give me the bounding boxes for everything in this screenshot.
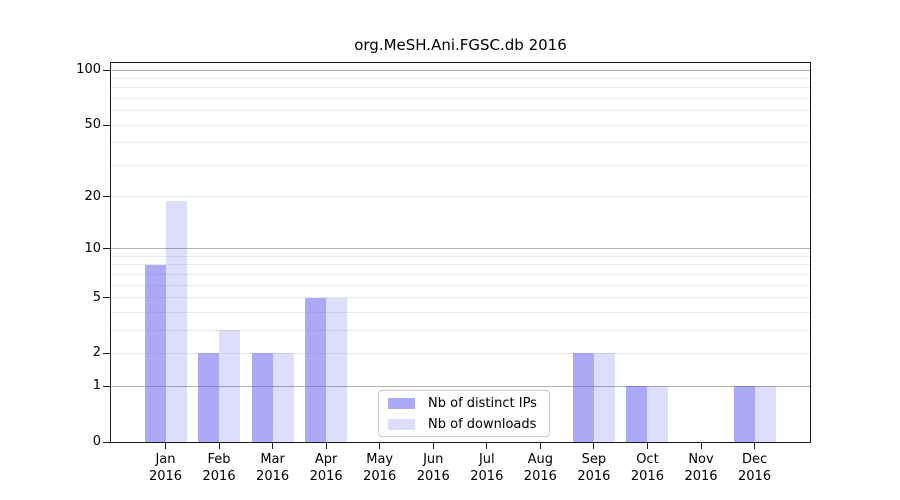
gridline-minor-20 — [111, 196, 810, 198]
bar-dec-distinct-ips — [733, 386, 755, 442]
x-tick-mark-aug — [539, 443, 541, 449]
legend-label-distinct-ips: Nb of distinct IPs — [428, 395, 537, 411]
x-tick-label-mar: Mar 2016 — [256, 452, 290, 484]
x-tick-label-feb: Feb 2016 — [202, 452, 236, 484]
x-tick-label-oct: Oct 2016 — [630, 452, 664, 484]
bar-apr-downloads — [326, 297, 348, 442]
x-tick-label-dec: Dec 2016 — [738, 452, 772, 484]
x-tick-mark-may — [379, 443, 381, 449]
gridline-minor-90 — [111, 77, 810, 79]
x-tick-mark-sep — [593, 443, 595, 449]
gridline-minor-9 — [111, 255, 810, 257]
y-tick-label-2: 2 — [92, 345, 101, 361]
x-tick-label-jun: Jun 2016 — [416, 452, 450, 484]
y-tick-label-50: 50 — [84, 117, 101, 133]
y-tick-mark-10 — [103, 248, 110, 250]
y-tick-mark-50 — [103, 124, 110, 126]
plot-area: Nb of distinct IPs Nb of downloads — [110, 62, 811, 443]
y-tick-mark-5 — [103, 297, 110, 299]
gridline-minor-40 — [111, 142, 810, 144]
bar-sep-distinct-ips — [572, 353, 594, 442]
x-tick-label-sep: Sep 2016 — [577, 452, 611, 484]
legend-swatch-distinct-ips — [388, 397, 415, 409]
bar-jan-distinct-ips — [144, 264, 166, 442]
y-tick-label-5: 5 — [92, 289, 101, 305]
legend: Nb of distinct IPs Nb of downloads — [378, 390, 550, 437]
legend-swatch-downloads — [388, 418, 415, 430]
bar-feb-distinct-ips — [198, 353, 220, 442]
x-tick-mark-jun — [432, 443, 434, 449]
gridline-minor-70 — [111, 97, 810, 99]
x-tick-label-aug: Aug 2016 — [523, 452, 557, 484]
legend-row-distinct-ips: Nb of distinct IPs — [388, 396, 549, 411]
x-tick-mark-mar — [272, 443, 274, 449]
bar-oct-downloads — [647, 386, 669, 442]
x-tick-mark-nov — [700, 443, 702, 449]
y-tick-label-0: 0 — [92, 434, 101, 449]
bar-apr-distinct-ips — [305, 297, 327, 442]
gridline-minor-7 — [111, 273, 810, 275]
gridline-major-1 — [111, 385, 810, 387]
y-tick-label-10: 10 — [84, 240, 101, 256]
x-tick-label-jan: Jan 2016 — [148, 452, 183, 484]
x-tick-mark-oct — [646, 443, 648, 449]
y-tick-mark-100 — [103, 69, 110, 71]
gridline-minor-8 — [111, 264, 810, 266]
x-tick-label-apr: Apr 2016 — [309, 452, 343, 484]
legend-label-downloads: Nb of downloads — [428, 416, 537, 432]
bar-mar-distinct-ips — [251, 353, 273, 442]
bar-dec-downloads — [754, 386, 776, 442]
y-tick-mark-0 — [103, 441, 110, 443]
x-tick-label-may: May 2016 — [363, 452, 397, 484]
gridline-minor-4 — [111, 311, 810, 313]
gridline-minor-6 — [111, 284, 810, 286]
bar-oct-distinct-ips — [626, 386, 648, 442]
legend-row-downloads: Nb of downloads — [388, 417, 549, 432]
y-tick-mark-20 — [103, 196, 110, 198]
x-tick-mark-jan — [165, 443, 166, 449]
x-tick-mark-jul — [486, 443, 488, 449]
y-tick-mark-1 — [103, 385, 110, 387]
gridline-minor-30 — [111, 164, 810, 166]
gridline-minor-50 — [111, 124, 810, 126]
x-tick-mark-feb — [218, 443, 220, 449]
y-tick-label-100: 100 — [76, 62, 101, 78]
gridline-minor-60 — [111, 110, 810, 112]
x-tick-mark-dec — [754, 443, 756, 449]
gridline-minor-5 — [111, 297, 810, 299]
y-tick-mark-2 — [103, 352, 110, 354]
x-tick-mark-apr — [325, 443, 327, 449]
x-tick-label-jul: Jul 2016 — [470, 452, 504, 484]
bar-jan-downloads — [165, 200, 187, 442]
y-tick-label-1: 1 — [92, 378, 101, 394]
bar-mar-downloads — [272, 353, 294, 442]
gridline-minor-2 — [111, 352, 810, 354]
bar-sep-downloads — [593, 353, 615, 442]
y-tick-label-20: 20 — [84, 188, 101, 204]
gridline-minor-3 — [111, 329, 810, 331]
gridline-minor-80 — [111, 87, 810, 89]
bar-feb-downloads — [219, 330, 241, 442]
chart-title: org.MeSH.Ani.FGSC.db 2016 — [354, 36, 567, 54]
gridline-major-10 — [111, 248, 810, 250]
x-tick-label-nov: Nov 2016 — [684, 452, 718, 484]
gridline-major-100 — [111, 69, 810, 71]
